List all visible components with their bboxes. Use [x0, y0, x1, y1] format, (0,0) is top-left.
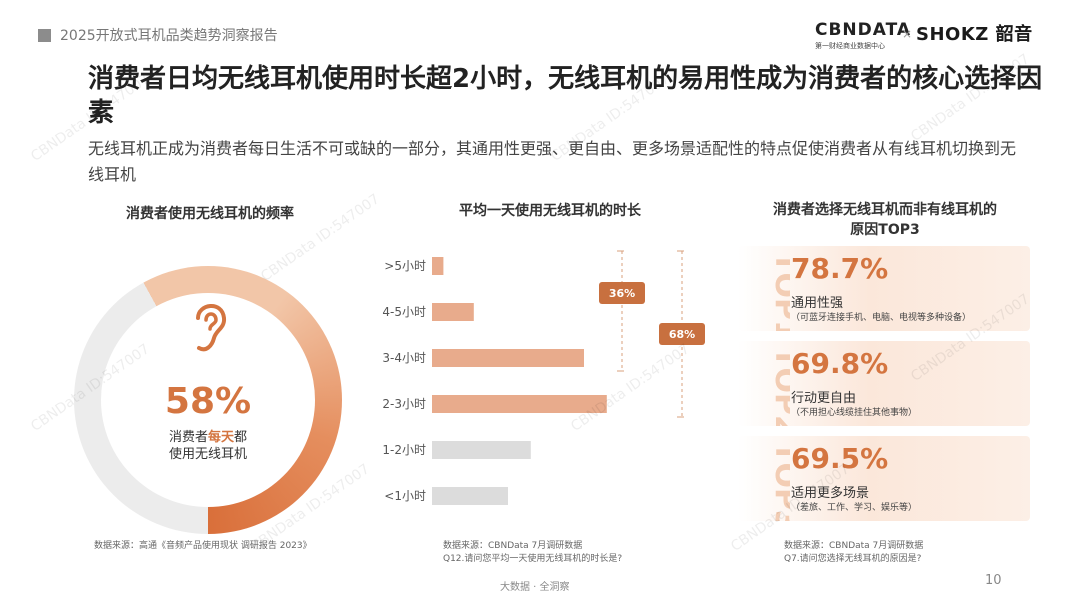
- bar: [432, 395, 607, 413]
- page-subtitle: 无线耳机正成为消费者每日生活不可或缺的一部分，其通用性更强、更自由、更多场景适配…: [88, 139, 1017, 184]
- top3-note: （差旅、工作、学习、娱乐等）: [791, 503, 918, 513]
- footer-slogan: 大数据 · 全洞察: [500, 582, 570, 593]
- frequency-donut: 58% 消费者每天都 使用无线耳机: [74, 266, 342, 534]
- cbndata-logo: CBNDATA 第一财经商业数据中心: [815, 20, 912, 51]
- top3-watermark: TOP3: [768, 442, 790, 521]
- cbndata-logo-subtitle: 第一财经商业数据中心: [815, 42, 885, 50]
- header-marker: [38, 29, 51, 42]
- bar: [432, 441, 531, 459]
- bar: [432, 303, 474, 321]
- right-title-line1: 消费者选择无线耳机而非有线耳机的: [773, 202, 997, 218]
- annotation-badge: [659, 323, 705, 345]
- middle-source-line2: Q12.请问您平均一天使用无线耳机的时长是?: [443, 554, 623, 564]
- bar: [432, 487, 508, 505]
- top-reason-card: TOP3 69.5% 适用更多场景 （差旅、工作、学习、娱乐等）: [738, 436, 1030, 521]
- caption-highlight: 每天: [207, 430, 234, 445]
- daily-usage-percent: 58%: [164, 381, 252, 422]
- bar-category-label: 2-3小时: [382, 397, 426, 411]
- top1-label: 通用性强: [791, 296, 844, 311]
- page-number: 10: [985, 573, 1002, 588]
- top2-watermark: TOP2: [768, 347, 790, 426]
- svg-text:TOP2: TOP2: [768, 347, 790, 426]
- caption-line2: 使用无线耳机: [168, 447, 247, 462]
- top2-percent: 69.8%: [791, 347, 889, 380]
- shokz-logo: SHOKZ 韶音: [916, 24, 1033, 45]
- bar-category-label: >5小时: [384, 259, 426, 273]
- svg-text:TOP1: TOP1: [768, 252, 790, 331]
- logo-separator: ×: [902, 27, 913, 41]
- caption-post: 都: [234, 430, 248, 445]
- bar-category-label: 3-4小时: [382, 351, 426, 365]
- top2-label: 行动更自由: [791, 391, 857, 406]
- top1-percent: 78.7%: [791, 252, 889, 285]
- annotation-label: 36%: [609, 287, 635, 300]
- duration-bar-chart: >5小时 4-5小时 3-4小时 2-3小时 1-2小时 <1小时 36% 68%: [382, 250, 705, 505]
- bar-category-label: <1小时: [384, 489, 426, 503]
- middle-source-line1: 数据来源：CBNData 7月调研数据: [443, 541, 583, 551]
- top3-percent: 69.5%: [791, 442, 889, 475]
- left-panel-title: 消费者使用无线耳机的频率: [126, 206, 294, 222]
- annotation-label: 68%: [669, 328, 695, 341]
- right-source-line2: Q7.请问您选择无线耳机的原因是?: [784, 554, 922, 564]
- middle-panel-title: 平均一天使用无线耳机的时长: [459, 203, 641, 219]
- cbndata-logo-text: CBNDATA: [815, 20, 912, 40]
- top1-watermark: TOP1: [768, 252, 790, 331]
- bar-category-label: 4-5小时: [382, 305, 426, 319]
- page-title: 消费者日均无线耳机使用时长超2小时，无线耳机的易用性成为消费者的核心选择因素: [88, 64, 1043, 128]
- report-title: 2025开放式耳机品类趋势洞察报告: [60, 28, 278, 44]
- right-panel-title: 消费者选择无线耳机而非有线耳机的 原因TOP3: [745, 200, 1025, 240]
- ear-icon: [196, 304, 227, 352]
- svg-text:TOP3: TOP3: [768, 442, 790, 521]
- top3-label: 适用更多场景: [791, 486, 870, 501]
- caption-pre: 消费者: [168, 430, 208, 445]
- donut-caption: 消费者每天都 使用无线耳机: [74, 429, 342, 463]
- top-reason-card: TOP1 78.7% 通用性强 （可蓝牙连接手机、电脑、电视等多种设备）: [738, 246, 1030, 331]
- top2-note: （不用担心线缆挂住其他事物）: [791, 408, 918, 418]
- bar-category-label: 1-2小时: [382, 443, 426, 457]
- top-reason-card: TOP2 69.8% 行动更自由 （不用担心线缆挂住其他事物）: [738, 341, 1030, 426]
- bar: [432, 349, 584, 367]
- left-source: 数据来源：高通《音频产品使用现状 调研报告 2023》: [94, 541, 312, 551]
- top1-note: （可蓝牙连接手机、电脑、电视等多种设备）: [791, 313, 972, 323]
- right-source-line1: 数据来源：CBNData 7月调研数据: [784, 541, 924, 551]
- right-title-line2: 原因TOP3: [850, 222, 920, 238]
- annotation-badge: [599, 282, 645, 304]
- bar: [432, 257, 444, 275]
- donut-hole: [101, 293, 315, 507]
